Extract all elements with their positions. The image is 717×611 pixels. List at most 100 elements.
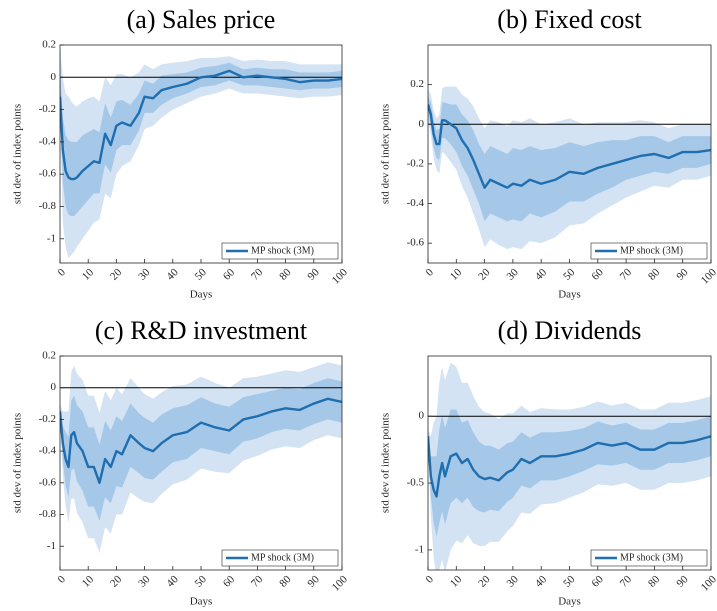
y-tick-label: 0 bbox=[51, 381, 57, 393]
x-tick-label: 30 bbox=[505, 573, 522, 590]
legend: MP shock (3M) bbox=[590, 549, 708, 567]
x-tick-label: 0 bbox=[424, 266, 437, 279]
x-axis-label: Days bbox=[558, 596, 581, 608]
panel: (b) Fixed cost -0.6 -0.4 -0.2 0 0.2 0 10 20 30 40 5… bbox=[380, 5, 717, 301]
legend-label: MP shock (3M) bbox=[251, 552, 314, 563]
x-tick-label: 10 bbox=[448, 266, 465, 283]
legend-box bbox=[221, 549, 339, 567]
y-tick-label: -0.4 bbox=[39, 135, 57, 147]
y-tick-label: -1 bbox=[47, 540, 56, 552]
legend: MP shock (3M) bbox=[590, 242, 708, 260]
y-tick-label: -1 bbox=[47, 232, 56, 244]
x-tick-label: 90 bbox=[674, 266, 691, 283]
y-tick-label: -0.2 bbox=[39, 103, 56, 115]
confidence-band bbox=[60, 45, 342, 259]
legend-box bbox=[221, 242, 339, 260]
x-tick-label: 10 bbox=[80, 573, 97, 590]
x-tick-label: 30 bbox=[136, 573, 153, 590]
x-tick-label: 70 bbox=[618, 266, 635, 283]
y-axis-label: std dev of index points bbox=[12, 413, 24, 513]
x-axis-label: Days bbox=[558, 289, 581, 301]
legend: MP shock (3M) bbox=[221, 549, 339, 567]
panel: (a) Sales price -1 -0.8 -0.6 -0.4 -0.2 0 0.2 0 10… bbox=[12, 5, 351, 301]
panel: (c) R&D investment -1 -0.8 -0.6 -0.4 -0.2 0 0.2… bbox=[12, 316, 351, 608]
y-tick-label: 0.2 bbox=[410, 78, 424, 90]
legend: MP shock (3M) bbox=[221, 242, 339, 260]
x-tick-label: 40 bbox=[164, 266, 181, 283]
x-tick-label: 100 bbox=[330, 266, 351, 287]
x-tick-label: 20 bbox=[476, 266, 493, 283]
x-tick-label: 30 bbox=[505, 266, 522, 283]
y-axis-label: std dev of index points bbox=[380, 413, 392, 513]
y-tick-label: -0.5 bbox=[407, 477, 425, 489]
series-line bbox=[428, 104, 711, 189]
x-tick-label: 100 bbox=[699, 573, 717, 594]
confidence-band bbox=[428, 96, 711, 222]
panel: (d) Dividends -1 -0.5 0 0 10 20 30 40 50 60 70 80 90 1… bbox=[380, 316, 717, 608]
x-tick-label: 90 bbox=[305, 573, 322, 590]
x-axis-label: Days bbox=[190, 596, 213, 608]
panel-title: (a) Sales price bbox=[127, 5, 276, 34]
x-tick-label: 50 bbox=[561, 266, 578, 283]
x-tick-label: 90 bbox=[305, 266, 322, 283]
plot-area bbox=[428, 86, 711, 250]
confidence-band bbox=[60, 62, 342, 217]
y-tick-label: 0.2 bbox=[42, 350, 56, 362]
y-tick-label: -0.6 bbox=[407, 237, 425, 249]
confidence-band bbox=[428, 409, 711, 537]
y-tick-label: -0.8 bbox=[39, 508, 57, 520]
y-tick-label: 0 bbox=[419, 118, 425, 130]
x-tick-label: 20 bbox=[108, 573, 125, 590]
y-tick-label: 0 bbox=[419, 410, 425, 422]
x-tick-label: 30 bbox=[136, 266, 153, 283]
x-tick-label: 90 bbox=[674, 573, 691, 590]
x-tick-label: 0 bbox=[424, 573, 437, 586]
x-tick-label: 40 bbox=[533, 266, 550, 283]
x-tick-label: 100 bbox=[699, 266, 717, 287]
x-tick-label: 60 bbox=[221, 266, 238, 283]
y-tick-label: -0.6 bbox=[39, 476, 57, 488]
x-tick-label: 60 bbox=[589, 266, 606, 283]
x-tick-label: 80 bbox=[646, 573, 663, 590]
y-axis-label: std dev of index points bbox=[380, 104, 392, 204]
y-tick-label: -0.4 bbox=[39, 445, 57, 457]
y-tick-label: -1 bbox=[415, 543, 424, 555]
x-tick-label: 70 bbox=[618, 573, 635, 590]
y-tick-label: -0.8 bbox=[39, 200, 57, 212]
x-tick-label: 60 bbox=[589, 573, 606, 590]
y-tick-label: -0.2 bbox=[407, 157, 424, 169]
y-tick-label: 0.2 bbox=[42, 39, 56, 51]
x-tick-label: 0 bbox=[56, 266, 69, 279]
legend-box bbox=[590, 242, 708, 260]
confidence-band bbox=[60, 378, 342, 521]
series-line bbox=[428, 435, 711, 498]
y-tick-label: 0 bbox=[51, 71, 57, 83]
y-tick-label: -0.4 bbox=[407, 197, 425, 209]
x-tick-label: 50 bbox=[193, 573, 210, 590]
plot-area bbox=[60, 45, 342, 259]
x-tick-label: 10 bbox=[448, 573, 465, 590]
x-tick-label: 70 bbox=[249, 266, 266, 283]
x-tick-label: 0 bbox=[56, 573, 69, 586]
y-axis-label: std dev of index points bbox=[12, 104, 24, 204]
series-line bbox=[60, 397, 342, 485]
plot-area bbox=[60, 362, 342, 553]
plot-area bbox=[428, 362, 711, 570]
x-tick-label: 50 bbox=[561, 573, 578, 590]
x-tick-label: 60 bbox=[221, 573, 238, 590]
legend-label: MP shock (3M) bbox=[620, 245, 683, 256]
x-tick-label: 70 bbox=[249, 573, 266, 590]
x-tick-label: 80 bbox=[277, 266, 294, 283]
x-tick-label: 80 bbox=[646, 266, 663, 283]
panel-title: (c) R&D investment bbox=[95, 316, 308, 345]
legend-box bbox=[590, 549, 708, 567]
legend-label: MP shock (3M) bbox=[251, 245, 314, 256]
y-tick-label: -0.6 bbox=[39, 168, 57, 180]
panel-title: (b) Fixed cost bbox=[497, 5, 642, 34]
y-tick-label: -0.2 bbox=[39, 413, 56, 425]
x-tick-label: 40 bbox=[164, 573, 181, 590]
panel-title: (d) Dividends bbox=[498, 316, 642, 345]
x-axis-label: Days bbox=[190, 289, 213, 301]
legend-label: MP shock (3M) bbox=[620, 552, 683, 563]
